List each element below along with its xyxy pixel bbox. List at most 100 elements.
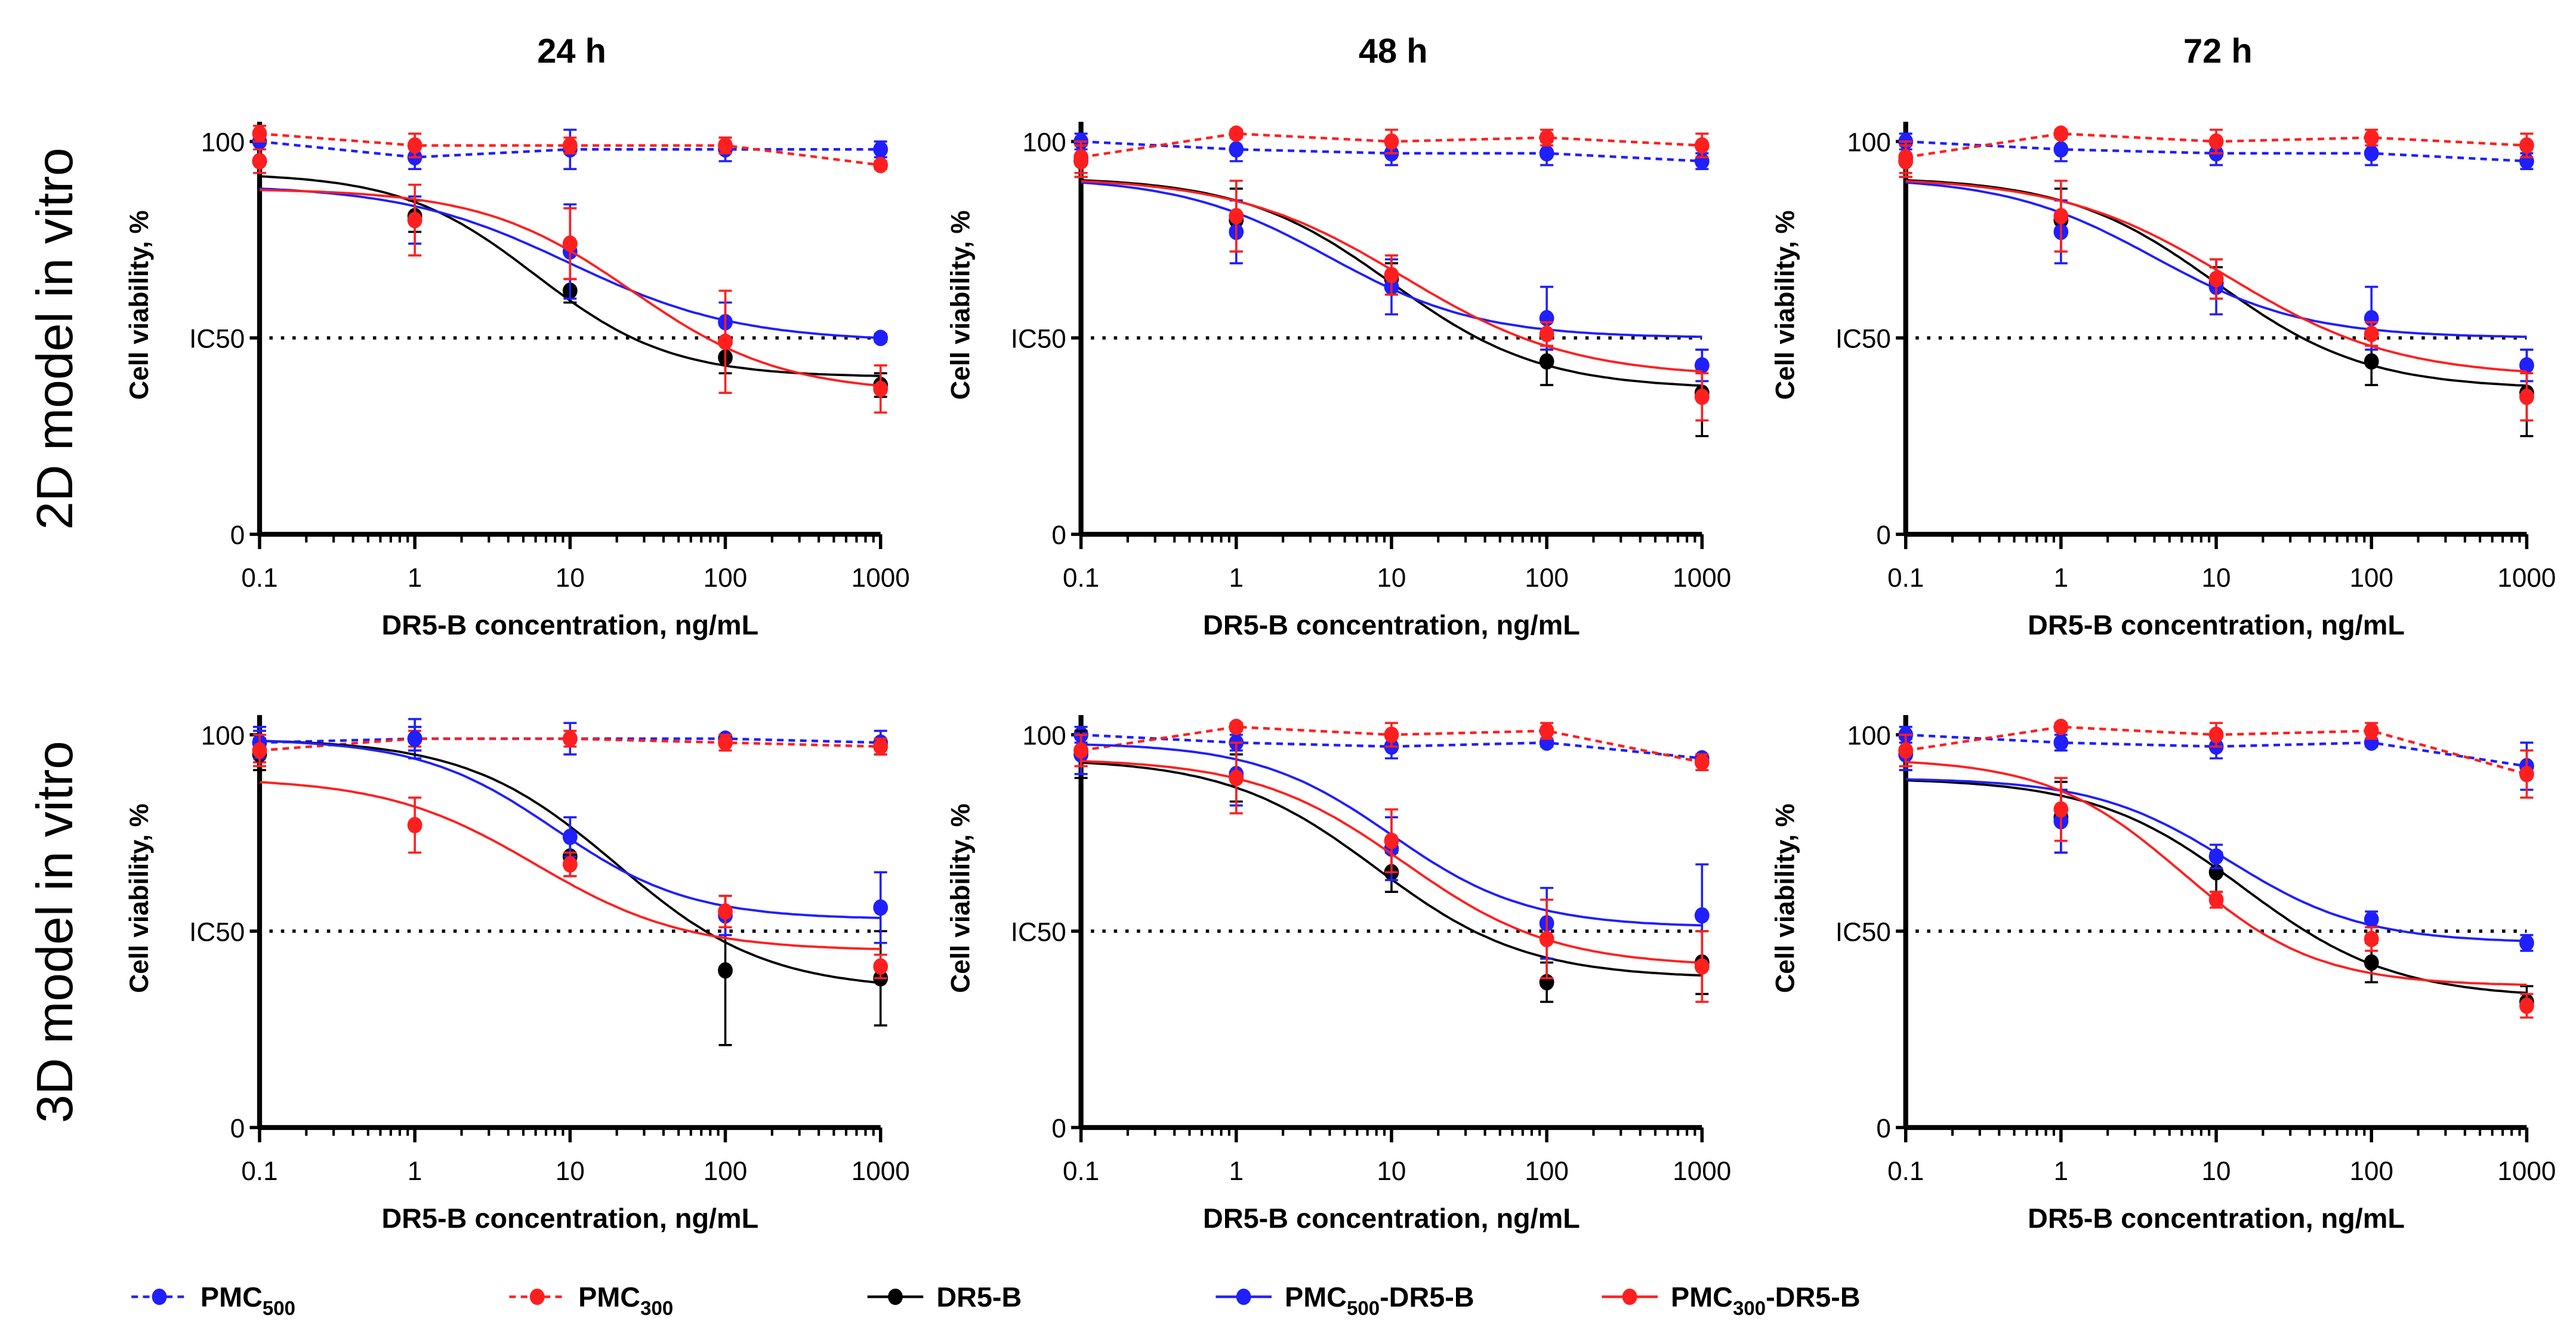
legend-marker: [888, 1288, 903, 1305]
data-point: [1539, 722, 1554, 740]
data-point: [718, 903, 733, 920]
chart-panel: 100 IC50 0 0.1 1 10 100 1000 DR5-B concentration…: [125, 714, 910, 1234]
data-point: [2364, 722, 2379, 740]
legend-label-suffix: -DR5-B: [1766, 1282, 1861, 1313]
x-tick-label: 10: [2202, 1157, 2231, 1186]
legend-item-pmc300-dr5-b: PMC300-DR5-B: [1602, 1282, 1861, 1319]
chart-panel: 100 IC50 0 0.1 1 10 100 1000 DR5-B concentration…: [946, 122, 1731, 640]
data-point: [2364, 129, 2379, 146]
legend-marker: [529, 1288, 545, 1305]
legend-label-main: PMC: [200, 1282, 263, 1313]
x-tick-label: 10: [2202, 563, 2231, 593]
x-axis-label: DR5-B concentration, ng/mL: [1203, 609, 1580, 640]
series-pmc300-dr5-b: [252, 148, 889, 414]
x-tick-label: 100: [704, 1157, 748, 1186]
data-point: [2053, 125, 2069, 142]
y-axis-label: Cell viability, %: [1770, 210, 1800, 399]
y-tick-label: 100: [1022, 722, 1066, 751]
x-tick-label: 1: [2054, 563, 2069, 593]
x-axis-label: DR5-B concentration, ng/mL: [2028, 609, 2405, 640]
x-tick-label: 0.1: [241, 563, 277, 593]
data-point: [562, 730, 578, 747]
data-point: [1229, 769, 1244, 787]
series-pmc300-dr5-b: [1073, 144, 1710, 422]
x-axis-label: DR5-B concentration, ng/mL: [1203, 1203, 1580, 1234]
data-point: [1898, 153, 1914, 170]
data-point: [2053, 801, 2069, 818]
data-point: [1539, 129, 1554, 146]
y-tick-label: IC50: [1835, 918, 1891, 947]
y-tick-label: 100: [201, 128, 245, 158]
data-point: [1073, 153, 1088, 170]
data-point: [1694, 958, 1710, 975]
y-tick-label: 100: [1022, 128, 1066, 158]
data-point: [2053, 719, 2069, 735]
y-tick-label: 0: [230, 1114, 245, 1144]
data-point: [2053, 141, 2069, 158]
column-title: 48 h: [1359, 32, 1428, 70]
data-point: [2364, 325, 2379, 343]
data-point: [2053, 734, 2069, 751]
y-tick-label: 0: [230, 521, 245, 550]
x-tick-label: 0.1: [1887, 563, 1924, 593]
data-point: [252, 742, 267, 759]
data-point: [562, 856, 578, 873]
y-tick-label: 0: [1876, 521, 1891, 550]
data-point: [1384, 267, 1399, 284]
row-label: 2D model in vitro: [27, 147, 84, 529]
data-point: [873, 156, 889, 174]
series-pmc300-dr5-b: [1073, 734, 1710, 1003]
fit-curve: [259, 781, 881, 950]
y-tick-label: IC50: [1835, 325, 1891, 354]
data-point: [1694, 389, 1710, 405]
series-dr5-b: [1898, 737, 2534, 1019]
y-axis-label: Cell viability, %: [125, 803, 154, 993]
legend-marker: [152, 1288, 167, 1305]
series-pmc300-dr5-b: [1898, 734, 2534, 1019]
x-tick-label: 0.1: [1063, 563, 1099, 593]
series-pmc300: [252, 124, 889, 174]
data-point: [2364, 931, 2379, 947]
x-tick-label: 1000: [1673, 1157, 1731, 1186]
row-label: 3D model in vitro: [27, 741, 84, 1123]
legend-label: PMC300: [578, 1282, 673, 1319]
y-tick-label: 100: [1847, 722, 1890, 751]
data-point: [2208, 270, 2224, 288]
data-point: [407, 137, 422, 154]
data-point: [2364, 353, 2379, 370]
x-axis-label: DR5-B concentration, ng/mL: [2028, 1203, 2405, 1234]
legend-label-suffix: -DR5-B: [1380, 1282, 1474, 1313]
x-tick-label: 100: [704, 563, 748, 593]
legend-label: DR5-B: [936, 1282, 1022, 1313]
y-tick-label: 100: [201, 722, 245, 751]
chart-panel: 100 IC50 0 0.1 1 10 100 1000 DR5-B concentration…: [125, 122, 910, 640]
data-point: [1384, 133, 1399, 150]
data-point: [1229, 125, 1244, 142]
x-tick-label: 10: [1377, 1157, 1406, 1186]
legend-label-subscript: 500: [263, 1297, 295, 1319]
legend-label-main: PMC: [1671, 1282, 1733, 1313]
legend-item-pmc500-dr5-b: PMC500-DR5-B: [1215, 1282, 1474, 1319]
data-point: [873, 329, 889, 346]
y-axis-label: Cell viability, %: [1770, 803, 1800, 993]
x-tick-label: 100: [2349, 563, 2393, 593]
data-point: [252, 153, 267, 170]
chart-panel: 100 IC50 0 0.1 1 10 100 1000 DR5-B concentration…: [1770, 122, 2556, 640]
x-tick-label: 1: [408, 563, 422, 593]
data-point: [718, 333, 733, 350]
data-point: [873, 958, 889, 975]
legend-label-subscript: 300: [640, 1297, 673, 1319]
y-tick-label: 0: [1876, 1114, 1891, 1144]
legend-label-main: DR5-B: [936, 1282, 1022, 1313]
y-tick-label: IC50: [189, 918, 245, 947]
x-tick-label: 0.1: [1887, 1157, 1924, 1186]
data-point: [2519, 137, 2534, 154]
legend-marker: [1236, 1288, 1251, 1305]
data-point: [2519, 389, 2534, 405]
y-axis-label: Cell viability, %: [946, 803, 975, 993]
x-tick-label: 1000: [1673, 563, 1731, 593]
x-tick-label: 1000: [2497, 563, 2556, 593]
data-point: [1229, 208, 1244, 224]
x-tick-label: 1: [408, 1157, 422, 1186]
